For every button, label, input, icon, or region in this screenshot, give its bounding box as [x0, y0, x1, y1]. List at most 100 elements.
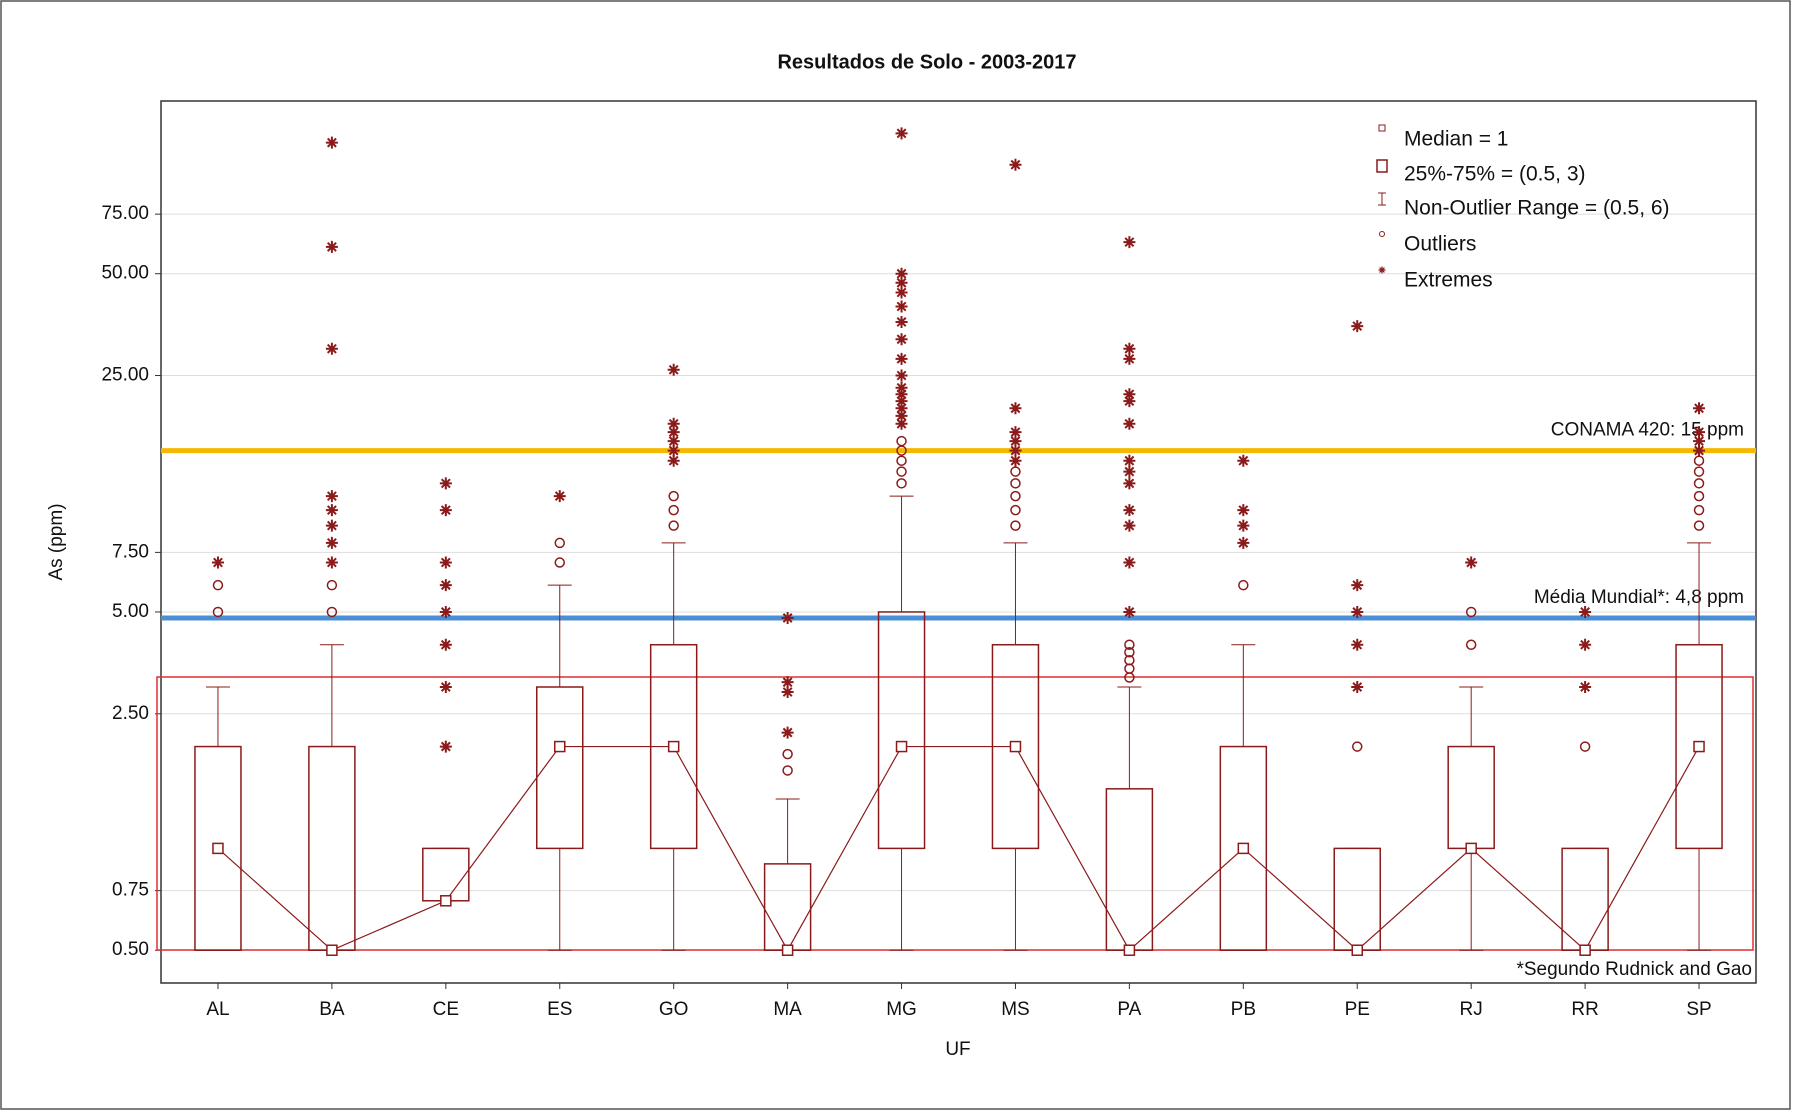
median-marker [1009, 740, 1022, 753]
legend-label: 25%-75% = (0.5, 3) [1404, 163, 1586, 186]
outlier [1693, 504, 1705, 516]
extreme [895, 267, 908, 280]
outlier [1124, 639, 1135, 650]
extreme [667, 363, 680, 376]
extreme [1351, 579, 1364, 592]
extreme [325, 519, 338, 532]
legend-symbol [1378, 124, 1386, 132]
extreme [439, 477, 452, 490]
y-tick-label: 5.00 [112, 601, 149, 622]
median-marker [554, 740, 566, 753]
y-tick-label: 7.50 [112, 541, 149, 562]
outlier [896, 466, 907, 477]
median-marker [440, 895, 452, 907]
outlier [326, 579, 338, 591]
median-line [217, 745, 1700, 952]
extreme [1009, 426, 1022, 439]
extreme [439, 638, 452, 651]
extreme [1123, 388, 1136, 401]
extreme [1123, 465, 1136, 478]
x-tick-label: RR [1571, 999, 1598, 1020]
extreme [895, 276, 908, 289]
outlier [1693, 466, 1705, 477]
extreme [1351, 320, 1364, 333]
median-marker [1351, 944, 1363, 956]
extreme [895, 402, 908, 415]
outlier [896, 435, 907, 447]
reference-label: Média Mundial*: 4,8 ppm [1534, 587, 1744, 608]
chart-title: Resultados de Solo - 2003-2017 [777, 51, 1076, 73]
box [194, 745, 242, 951]
extreme [1237, 504, 1250, 517]
extreme [895, 286, 908, 299]
x-tick-label: PA [1117, 999, 1141, 1020]
x-tick-label: PB [1231, 999, 1256, 1020]
plot-area [160, 100, 1757, 984]
outlier [668, 504, 679, 516]
extreme [895, 333, 908, 346]
median-marker [1693, 740, 1705, 753]
outlier [896, 478, 907, 489]
legend-symbol [1376, 159, 1388, 173]
extreme [1123, 236, 1136, 249]
box [536, 686, 584, 850]
extreme [1123, 519, 1136, 532]
highlight-box [156, 676, 1754, 951]
y-axis-label: As (ppm) [46, 503, 67, 580]
x-tick-label: GO [659, 999, 689, 1020]
extreme [781, 676, 794, 689]
extreme [325, 536, 338, 549]
extreme [439, 605, 452, 618]
outlier [554, 557, 565, 568]
outlier [1693, 490, 1705, 502]
legend-symbol [1379, 231, 1385, 237]
extreme [1579, 605, 1592, 618]
y-tick-label: 75.00 [101, 203, 149, 224]
extreme [1009, 444, 1022, 457]
y-tick-label: 25.00 [101, 365, 149, 386]
y-tick-label: 2.50 [112, 703, 149, 724]
extreme [1351, 638, 1364, 651]
extreme [1123, 342, 1136, 355]
outlier [668, 490, 679, 502]
x-axis-label: UF [945, 1039, 970, 1060]
extreme [1693, 426, 1706, 439]
extreme [667, 444, 680, 457]
x-tick-label: CE [433, 999, 459, 1020]
extreme [1237, 519, 1250, 532]
footnote: *Segundo Rudnick and Gao [1516, 959, 1752, 980]
extreme [895, 127, 908, 140]
extreme [1123, 352, 1136, 365]
extreme [1465, 556, 1478, 569]
extreme [895, 352, 908, 365]
outlier [1693, 478, 1705, 489]
extreme [667, 417, 680, 430]
outlier [326, 606, 338, 618]
extreme [1123, 477, 1136, 490]
x-tick-label: AL [206, 999, 229, 1020]
extreme [325, 490, 338, 503]
extreme [1237, 454, 1250, 467]
legend-label: Median = 1 [1404, 128, 1509, 151]
outlier [1352, 741, 1363, 752]
extreme [325, 342, 338, 355]
extreme [895, 369, 908, 382]
extreme [1123, 395, 1136, 408]
outlier [1465, 639, 1477, 650]
extreme [211, 556, 224, 569]
outlier [668, 520, 679, 531]
median-marker [212, 842, 224, 855]
extreme [1009, 454, 1022, 467]
outlier [1124, 647, 1135, 658]
median-marker [667, 740, 680, 753]
median-marker [1579, 944, 1591, 956]
extreme [1123, 605, 1136, 618]
outlier [1010, 504, 1021, 516]
median-marker [895, 740, 908, 753]
extreme [325, 556, 338, 569]
extreme [325, 504, 338, 517]
extreme [895, 395, 908, 408]
median-marker [1465, 842, 1477, 855]
extreme [553, 490, 566, 503]
extreme [439, 579, 452, 592]
